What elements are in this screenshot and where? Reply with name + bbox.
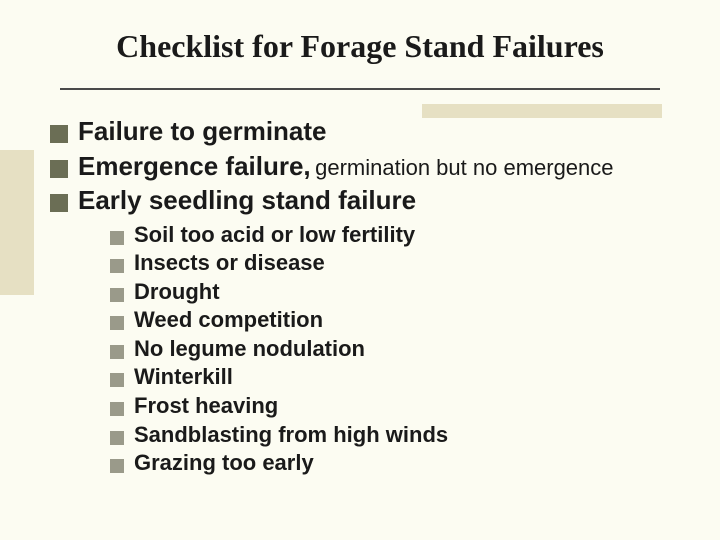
list-item-text: Sandblasting from high winds: [134, 421, 448, 450]
content-area: Failure to germinate Emergence failure, …: [50, 115, 700, 478]
list-item-text: Emergence failure,: [78, 151, 311, 181]
list-item: No legume nodulation: [110, 335, 700, 364]
square-bullet-icon: [110, 402, 124, 416]
list-item: Failure to germinate: [50, 115, 700, 148]
list-item: Sandblasting from high winds: [110, 421, 700, 450]
list-item-text: Drought: [134, 278, 220, 307]
square-bullet-icon: [110, 316, 124, 330]
list-item: Grazing too early: [110, 449, 700, 478]
list-item: Insects or disease: [110, 249, 700, 278]
square-bullet-icon: [110, 231, 124, 245]
list-item-text: Winterkill: [134, 363, 233, 392]
list-item-note: germination but no emergence: [315, 155, 613, 180]
square-bullet-icon: [50, 194, 68, 212]
list-item-text: Insects or disease: [134, 249, 325, 278]
title-underline: [60, 88, 660, 90]
accent-block-left: [0, 150, 34, 295]
list-item: Drought: [110, 278, 700, 307]
square-bullet-icon: [110, 345, 124, 359]
list-item-text: Frost heaving: [134, 392, 278, 421]
list-item-text: Soil too acid or low fertility: [134, 221, 415, 250]
square-bullet-icon: [110, 288, 124, 302]
list-item-text: Failure to germinate: [78, 116, 327, 146]
list-item: Frost heaving: [110, 392, 700, 421]
square-bullet-icon: [110, 431, 124, 445]
list-item: Early seedling stand failure: [50, 184, 700, 217]
list-item: Weed competition: [110, 306, 700, 335]
square-bullet-icon: [50, 160, 68, 178]
square-bullet-icon: [110, 373, 124, 387]
list-item-text: Weed competition: [134, 306, 323, 335]
square-bullet-icon: [110, 259, 124, 273]
list-item: Emergence failure, germination but no em…: [50, 150, 700, 183]
list-item-text: No legume nodulation: [134, 335, 365, 364]
slide: Checklist for Forage Stand Failures Fail…: [0, 0, 720, 540]
list-item-text: Early seedling stand failure: [78, 185, 416, 215]
list-item: Winterkill: [110, 363, 700, 392]
list-item: Soil too acid or low fertility: [110, 221, 700, 250]
square-bullet-icon: [50, 125, 68, 143]
square-bullet-icon: [110, 459, 124, 473]
list-item-text: Grazing too early: [134, 449, 314, 478]
sublist: Soil too acid or low fertility Insects o…: [110, 221, 700, 478]
slide-title: Checklist for Forage Stand Failures: [0, 28, 720, 65]
